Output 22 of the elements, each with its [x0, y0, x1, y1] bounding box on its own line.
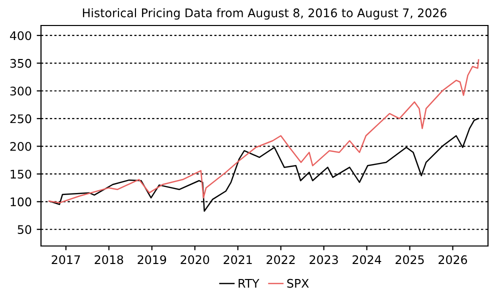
legend-label: SPX — [287, 278, 309, 288]
x-tick-label: 2020 — [180, 255, 210, 264]
line-series — [48, 59, 480, 204]
x-tick-label: 2019 — [138, 255, 166, 264]
legend-label: RTY — [238, 279, 260, 288]
y-tick-label: 50 — [18, 225, 32, 234]
x-tick-label: 2022 — [266, 255, 295, 264]
x-tick-label: 2023 — [310, 255, 338, 264]
y-tick-label: 150 — [10, 170, 32, 179]
x-tick-label: 2024 — [352, 255, 382, 264]
x-tick-label: 2017 — [52, 255, 80, 264]
chart-title: Historical Pricing Data from August 8, 2016 to August 7, 2026 — [82, 8, 446, 20]
x-tick-label: 2026 — [438, 255, 468, 264]
y-tick-label: 300 — [10, 86, 32, 96]
x-tick-label: 2021 — [224, 255, 252, 264]
y-tick-label: 100 — [10, 197, 32, 206]
x-tick-label: 2025 — [396, 255, 424, 264]
y-tick-label: 400 — [10, 31, 32, 40]
y-tick-label: 350 — [10, 58, 32, 68]
y-tick-label: 200 — [10, 142, 32, 151]
x-tick-label: 2018 — [94, 255, 124, 264]
y-tick-label: 250 — [10, 114, 32, 124]
